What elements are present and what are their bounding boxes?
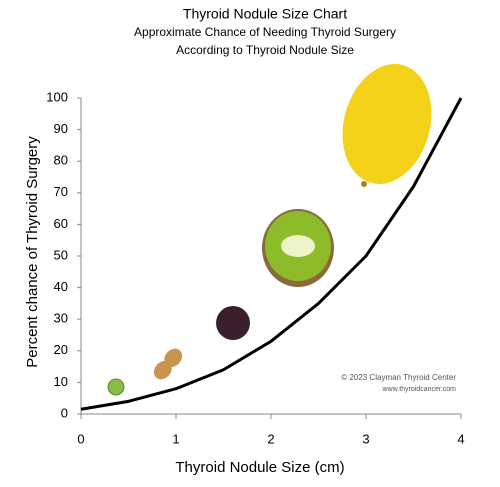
y-tick-label: 60 — [54, 216, 68, 231]
peanut — [153, 348, 183, 380]
x-axis-label: Thyroid Nodule Size (cm) — [175, 459, 344, 476]
grape — [107, 378, 125, 396]
annotation: © 2023 Clayman Thyroid Center — [341, 373, 456, 382]
y-axis-label: Percent chance of Thyroid Surgery — [24, 136, 41, 368]
y-tick-label: 70 — [54, 184, 68, 199]
y-tick-label: 100 — [46, 89, 68, 104]
x-tick-label: 3 — [362, 431, 369, 446]
y-tick-label: 0 — [61, 405, 68, 420]
y-tick-label: 20 — [54, 342, 68, 357]
y-tick-label: 10 — [54, 374, 68, 389]
y-tick-label: 90 — [54, 121, 68, 136]
data-line — [80, 97, 463, 411]
y-tick-label: 80 — [54, 153, 68, 168]
x-tick-label: 0 — [77, 431, 84, 446]
x-tick-label: 2 — [267, 431, 274, 446]
y-tick-label: 50 — [54, 247, 68, 262]
x-tick-label: 1 — [172, 431, 179, 446]
lemon — [342, 64, 432, 187]
kiwi — [262, 209, 334, 287]
plum — [216, 306, 250, 340]
annotation: www.thyroidcancer.com — [381, 386, 456, 393]
y-tick-label: 30 — [54, 311, 68, 326]
chart-subtitle: Approximate Chance of Needing Thyroid Su… — [134, 25, 396, 39]
fruit-illustrations — [107, 64, 432, 396]
y-tick-label: 40 — [54, 279, 68, 294]
x-tick-label: 4 — [457, 431, 464, 446]
chart-title: Thyroid Nodule Size Chart — [183, 6, 347, 22]
chart-subtitle: According to Thyroid Nodule Size — [176, 43, 354, 57]
